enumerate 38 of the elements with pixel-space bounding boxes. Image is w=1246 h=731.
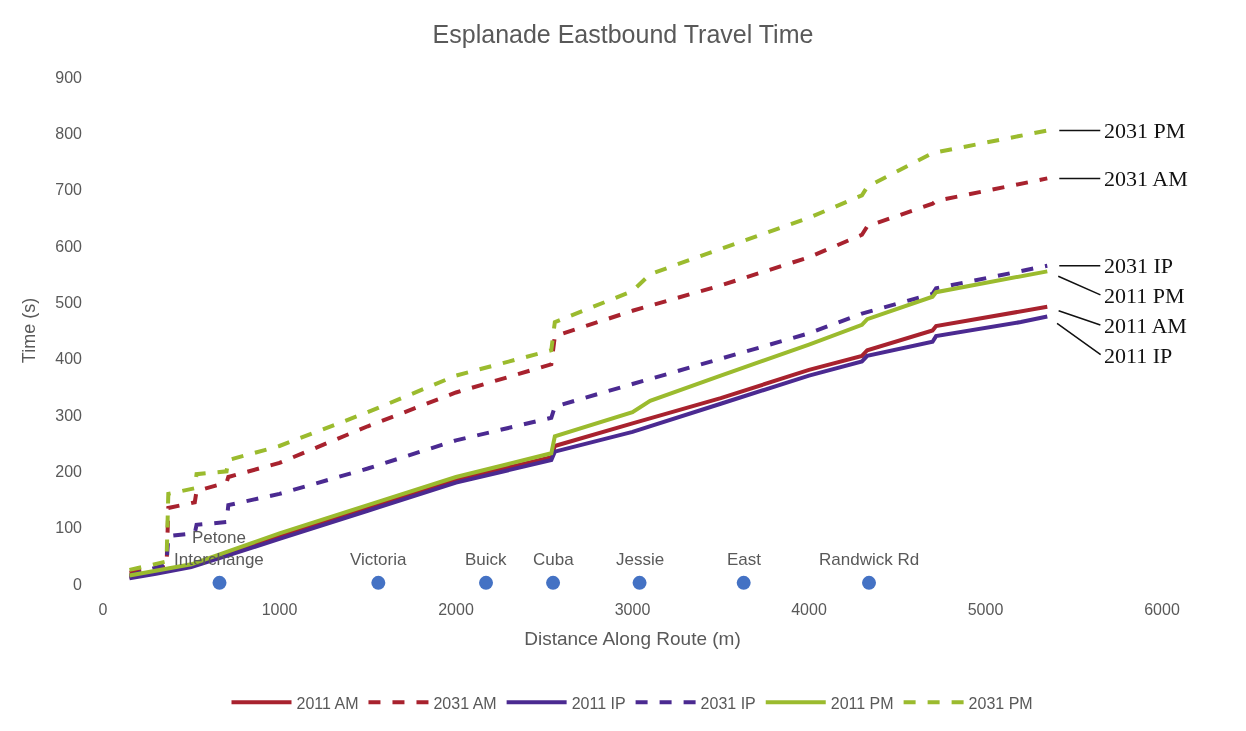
annotation: 2011 IP (1104, 343, 1173, 368)
y-tick-label: 500 (55, 293, 83, 311)
annotation: 2031 AM (1104, 166, 1188, 191)
x-tick-label: 6000 (1144, 601, 1180, 618)
annotation: 2011 PM (1104, 283, 1185, 308)
annotation: 2011 AM (1104, 313, 1187, 338)
y-tick-label: 100 (55, 519, 83, 537)
x-tick-label: 3000 (614, 601, 651, 618)
x-tick-label: 5000 (967, 601, 1004, 618)
legend-label: 2011 AM (296, 694, 359, 712)
legend-label: 2011 PM (830, 694, 894, 712)
annotation: Victoria (350, 550, 407, 569)
y-tick-label: 800 (55, 124, 83, 142)
annotation: 2031 IP (1104, 253, 1174, 278)
legend-label: 2011 IP (571, 694, 626, 712)
annotation: Randwick Rd (819, 550, 920, 569)
y-tick-label: 600 (55, 237, 83, 255)
annotation: Buick (465, 550, 508, 569)
y-tick-label: 900 (55, 68, 83, 86)
chart-title: Esplanade Eastbound Travel Time (432, 20, 814, 49)
y-tick-label: 300 (55, 406, 83, 424)
x-tick-label: 4000 (791, 601, 827, 618)
x-tick-label: 2000 (438, 601, 474, 618)
legend-label: 2031 AM (433, 694, 497, 712)
y-axis-title: Time (s) (19, 297, 40, 364)
y-tick-label: 0 (73, 575, 83, 593)
legend-label: 2031 PM (968, 694, 1033, 712)
y-tick-label: 400 (55, 350, 83, 368)
x-tick-label: 1000 (261, 601, 298, 618)
x-axis-title: Distance Along Route (m) (524, 627, 741, 649)
annotation: East (727, 550, 762, 569)
legend-label: 2031 IP (700, 694, 756, 712)
y-tick-label: 700 (55, 181, 83, 199)
x-tick-label: 0 (98, 601, 108, 618)
annotation: Jessie (616, 550, 665, 569)
y-tick-label: 200 (55, 462, 83, 480)
annotation: 2031 PM (1104, 118, 1186, 143)
annotation: Cuba (533, 550, 575, 569)
